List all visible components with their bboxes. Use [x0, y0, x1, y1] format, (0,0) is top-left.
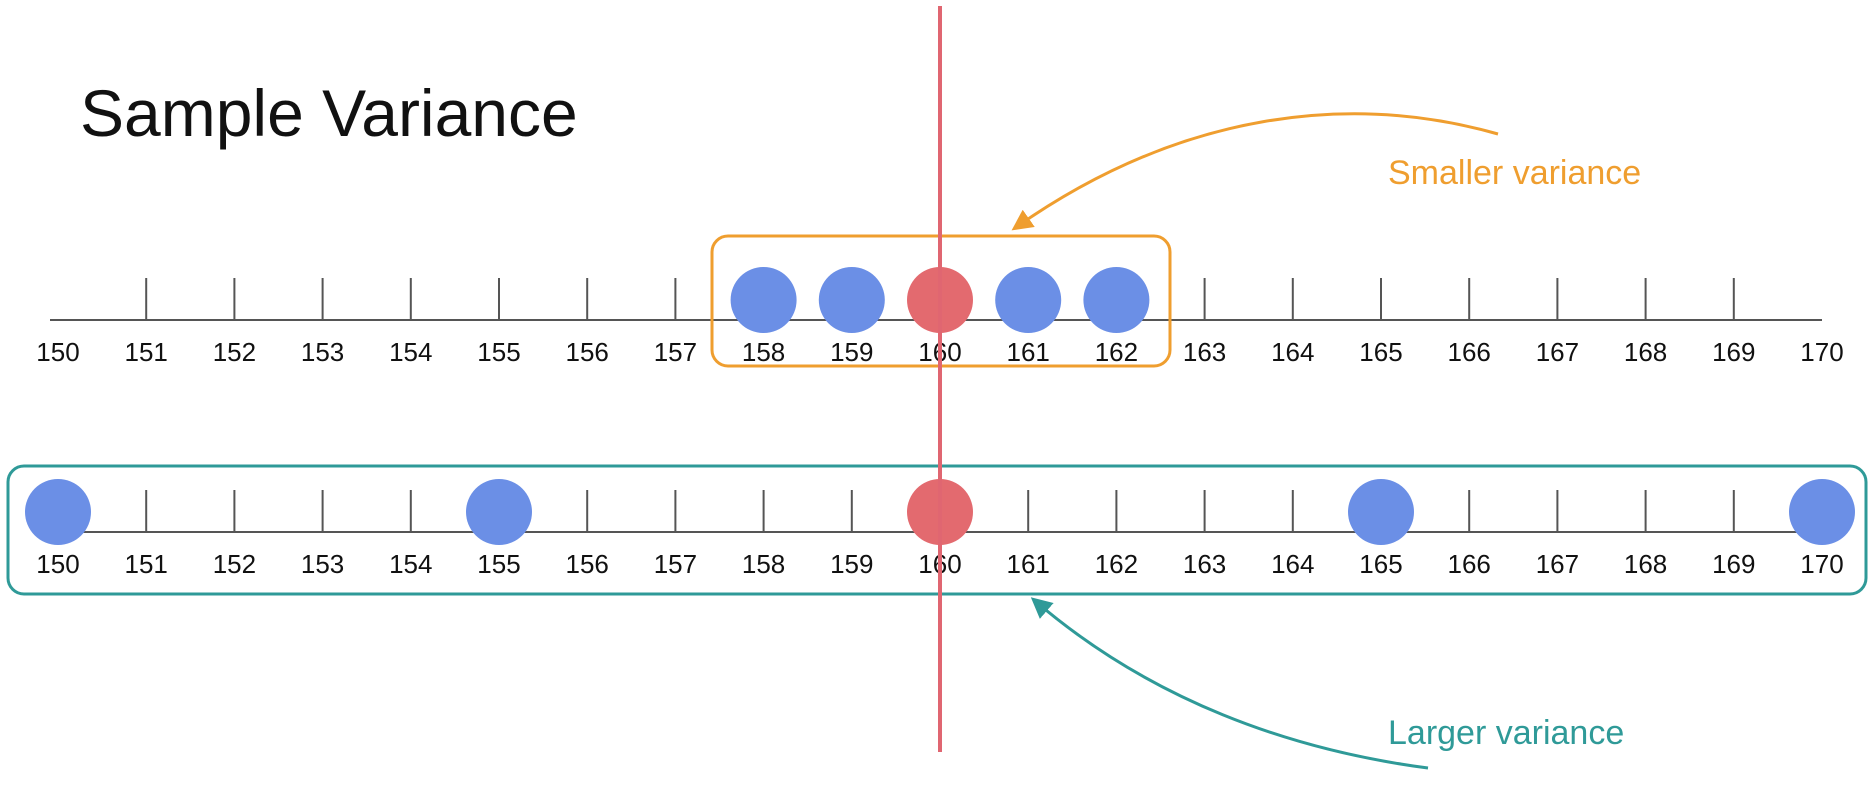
top-tick-label: 162	[1095, 337, 1138, 367]
bottom-tick-label: 169	[1712, 549, 1755, 579]
bottom-tick-label: 170	[1800, 549, 1843, 579]
bottom-tick-label: 156	[566, 549, 609, 579]
bottom-tick-label: 166	[1448, 549, 1491, 579]
top-data-point	[730, 267, 797, 333]
top-tick-label: 161	[1007, 337, 1050, 367]
top-tick-label: 155	[477, 337, 520, 367]
top-tick-label: 164	[1271, 337, 1314, 367]
top-tick-label: 170	[1800, 337, 1843, 367]
top-tick-label: 153	[301, 337, 344, 367]
top-tick-label: 159	[830, 337, 873, 367]
top-data-point	[818, 267, 885, 333]
bottom-data-point	[1348, 479, 1414, 545]
bottom-tick-label: 150	[36, 549, 79, 579]
top-tick-label: 168	[1624, 337, 1667, 367]
smaller-variance-arrow	[1011, 112, 1499, 231]
bottom-tick-label: 157	[654, 549, 697, 579]
top-tick-label: 166	[1448, 337, 1491, 367]
top-data-point	[1083, 267, 1150, 333]
bottom-tick-label: 164	[1271, 549, 1314, 579]
top-tick-label: 150	[36, 337, 79, 367]
top-data-point	[995, 267, 1062, 333]
bottom-tick-label: 161	[1007, 549, 1050, 579]
bottom-data-point	[466, 479, 532, 545]
bottom-tick-label: 152	[213, 549, 256, 579]
larger-variance-label: Larger variance	[1388, 714, 1624, 752]
smaller-variance-label: Smaller variance	[1388, 154, 1641, 192]
top-tick-label: 151	[125, 337, 168, 367]
bottom-tick-label: 154	[389, 549, 432, 579]
bottom-tick-label: 151	[125, 549, 168, 579]
bottom-tick-label: 158	[742, 549, 785, 579]
bottom-tick-label: 155	[477, 549, 520, 579]
top-number-line: 1501511521531541551561571581591601611621…	[36, 278, 1844, 367]
larger-variance-arrow	[1030, 597, 1429, 770]
bottom-tick-label: 159	[830, 549, 873, 579]
top-tick-label: 163	[1183, 337, 1226, 367]
larger-variance-box	[6, 464, 1868, 596]
top-tick-label: 158	[742, 337, 785, 367]
page-title: Sample Variance	[80, 76, 578, 150]
bottom-tick-label: 167	[1536, 549, 1579, 579]
bottom-tick-label: 162	[1095, 549, 1138, 579]
top-tick-label: 157	[654, 337, 697, 367]
bottom-data-point	[25, 479, 91, 545]
bottom-tick-label: 163	[1183, 549, 1226, 579]
bottom-tick-label: 153	[301, 549, 344, 579]
bottom-tick-label: 168	[1624, 549, 1667, 579]
top-tick-label: 156	[566, 337, 609, 367]
top-tick-label: 165	[1359, 337, 1402, 367]
top-tick-label: 167	[1536, 337, 1579, 367]
top-tick-label: 152	[213, 337, 256, 367]
top-tick-label: 154	[389, 337, 432, 367]
top-tick-label: 169	[1712, 337, 1755, 367]
bottom-tick-label: 165	[1359, 549, 1402, 579]
bottom-data-point	[1789, 479, 1855, 545]
